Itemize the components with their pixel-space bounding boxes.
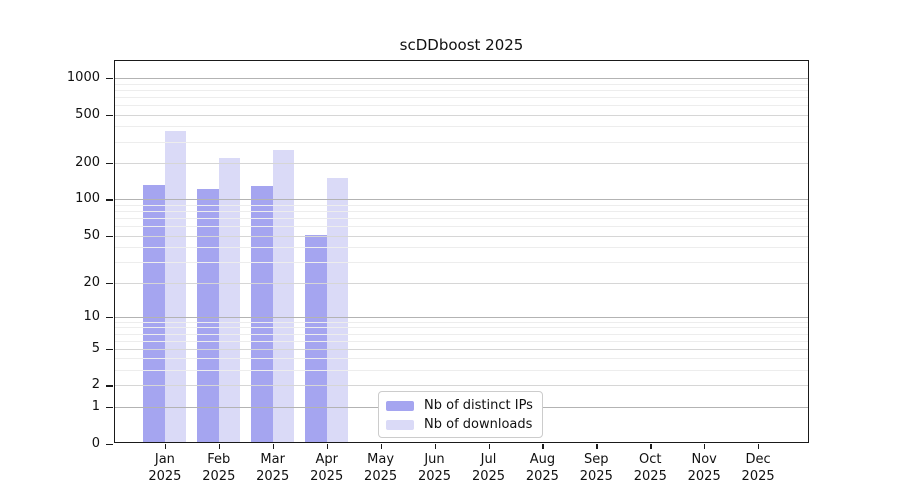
y-tick-mark-200 (106, 163, 113, 165)
x-tick-label-oct: Oct 2025 (633, 451, 667, 484)
y-tick-label-2: 2 (91, 377, 100, 393)
gridline-500 (114, 114, 809, 116)
x-tick-label-feb: Feb 2025 (202, 451, 236, 484)
gridline-9 (114, 321, 809, 323)
y-tick-mark-1 (106, 406, 113, 409)
x-tick-label-jan: Jan 2025 (148, 451, 182, 484)
y-tick-label-0: 0 (91, 435, 100, 451)
gridline-40 (114, 247, 809, 249)
x-tick-mark-jun (434, 443, 436, 449)
y-tick-label-100: 100 (75, 191, 100, 207)
x-tick-label-jun: Jun 2025 (417, 451, 452, 484)
x-tick-label-mar: Mar 2025 (256, 451, 290, 484)
gridline-70 (114, 218, 809, 219)
y-tick-label-1: 1 (91, 398, 100, 414)
y-tick-mark-100 (106, 199, 113, 201)
x-tick-label-sep: Sep 2025 (579, 451, 613, 484)
x-tick-mark-jul (488, 443, 490, 449)
gridline-900 (114, 83, 809, 85)
x-tick-label-apr: Apr 2025 (310, 451, 344, 484)
x-tick-mark-sep (596, 443, 598, 449)
gridline-200 (114, 163, 809, 164)
gridline-300 (114, 141, 809, 143)
x-tick-label-dec: Dec 2025 (741, 451, 775, 484)
bar-mar-distinct-ips (251, 186, 273, 443)
x-tick-mark-oct (650, 443, 652, 449)
gridline-700 (114, 96, 809, 98)
x-tick-mark-aug (542, 443, 544, 449)
y-tick-mark-2 (106, 385, 113, 387)
y-tick-label-10: 10 (83, 308, 100, 324)
legend-item-distinct-ips: Nb of distinct IPs (386, 397, 542, 415)
gridline-400 (114, 126, 809, 128)
gridline-10 (114, 316, 809, 318)
y-tick-mark-5 (106, 348, 113, 350)
gridline-90 (114, 204, 809, 206)
legend-label-downloads: Nb of downloads (424, 417, 533, 432)
x-tick-label-nov: Nov 2025 (687, 451, 721, 484)
plot-area (114, 60, 809, 443)
legend: Nb of distinct IPs Nb of downloads (378, 391, 543, 438)
x-tick-label-aug: Aug 2025 (525, 451, 559, 484)
y-tick-label-1000: 1000 (66, 70, 100, 85)
x-tick-mark-jan (164, 443, 167, 449)
bar-jan-distinct-ips (143, 185, 165, 443)
y-tick-mark-500 (106, 114, 113, 116)
x-tick-mark-nov (704, 443, 706, 449)
y-tick-mark-50 (106, 235, 113, 237)
y-tick-mark-20 (106, 282, 113, 284)
x-tick-label-jul: Jul 2025 (471, 451, 506, 484)
gridline-30 (114, 261, 809, 263)
x-tick-label-may: May 2025 (364, 451, 398, 484)
x-tick-mark-apr (326, 443, 328, 449)
y-tick-mark-1000 (106, 78, 113, 80)
y-tick-label-5: 5 (91, 340, 100, 356)
bar-jan-downloads (164, 130, 187, 443)
gridline-1000 (114, 78, 809, 79)
legend-swatch-distinct-ips (386, 401, 414, 411)
gridline-600 (114, 105, 809, 106)
bar-feb-downloads (218, 157, 241, 443)
y-tick-label-20: 20 (83, 274, 100, 290)
gridline-2 (114, 385, 809, 387)
bar-apr-downloads (326, 177, 349, 443)
gridline-7 (114, 333, 809, 335)
x-tick-mark-dec (758, 443, 760, 449)
y-tick-mark-10 (106, 316, 113, 318)
gridline-20 (114, 282, 809, 284)
y-tick-label-200: 200 (75, 155, 100, 170)
gridline-800 (114, 89, 809, 91)
gridline-80 (114, 211, 809, 212)
y-tick-label-50: 50 (83, 227, 100, 243)
gridline-8 (114, 327, 809, 329)
x-tick-mark-feb (218, 443, 221, 449)
y-tick-mark-0 (106, 443, 113, 445)
x-tick-mark-mar (272, 443, 274, 449)
y-tick-label-500: 500 (75, 106, 100, 122)
gridline-4 (114, 358, 809, 360)
legend-item-downloads: Nb of downloads (386, 416, 542, 434)
bar-feb-distinct-ips (197, 189, 219, 443)
gridline-50 (114, 235, 809, 237)
gridline-60 (114, 226, 809, 227)
gridline-6 (114, 340, 809, 342)
bar-mar-downloads (272, 149, 295, 443)
bar-apr-distinct-ips (305, 235, 327, 443)
chart-title: scDDboost 2025 (399, 36, 524, 54)
x-tick-mark-may (380, 443, 382, 449)
legend-label-distinct-ips: Nb of distinct IPs (424, 398, 533, 413)
legend-swatch-downloads (386, 420, 414, 430)
gridline-3 (114, 370, 809, 372)
gridline-100 (114, 199, 809, 201)
gridline-5 (114, 348, 809, 350)
